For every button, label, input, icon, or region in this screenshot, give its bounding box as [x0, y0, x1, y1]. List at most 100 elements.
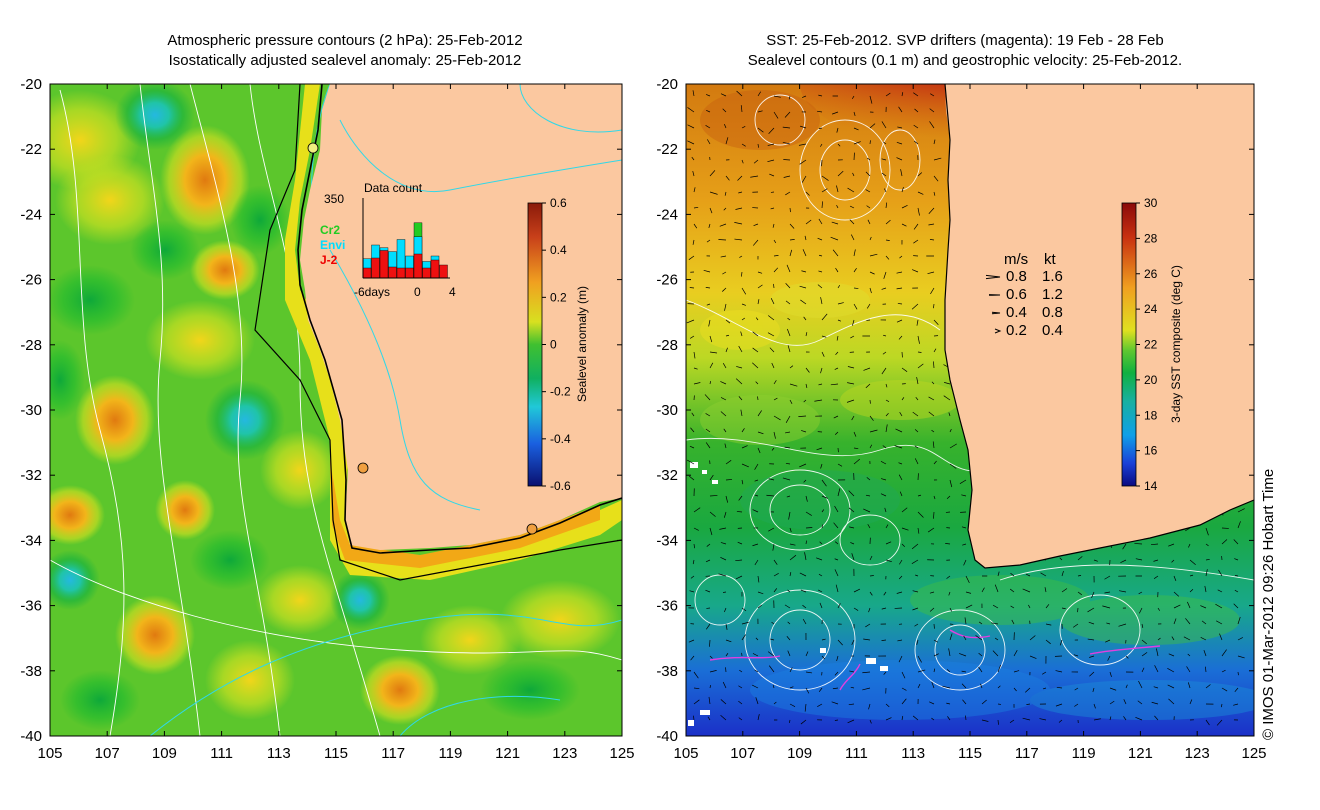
velocity-vector	[1216, 719, 1223, 726]
velocity-vector	[770, 298, 775, 305]
velocity-vector	[964, 617, 967, 625]
velocity-vector	[933, 495, 936, 500]
velocity-vector	[766, 494, 775, 497]
velocity-vector	[849, 205, 855, 209]
velocity-vector	[801, 95, 807, 98]
velocity-vector	[789, 703, 796, 707]
inset-ymax-label: 350	[324, 192, 344, 206]
velocity-vector	[928, 396, 935, 401]
bar-j2	[422, 267, 431, 279]
velocity-vector	[805, 383, 808, 389]
velocity-vector	[1061, 570, 1064, 577]
bar-j2	[362, 267, 372, 279]
velocity-vector	[1168, 543, 1175, 547]
velocity-vector	[821, 351, 825, 357]
velocity-vector	[1102, 605, 1111, 609]
velocity-vector	[820, 143, 823, 147]
velocity-vector	[705, 287, 711, 289]
velocity-vector	[943, 395, 951, 401]
velocity-vector	[913, 92, 919, 97]
velocity-vector	[1185, 527, 1191, 532]
velocity-vector	[1237, 521, 1241, 529]
velocity-vector	[1122, 543, 1127, 550]
velocity-vector	[880, 460, 887, 465]
velocity-vector	[741, 445, 748, 449]
velocity-vector	[869, 415, 874, 421]
coastal-anomaly-band	[285, 84, 622, 580]
velocity-vector	[865, 623, 871, 628]
velocity-vector	[898, 335, 903, 340]
velocity-vector	[880, 493, 887, 497]
velocity-vector	[773, 239, 777, 244]
velocity-vector	[693, 351, 696, 359]
velocity-vector	[997, 719, 999, 725]
bar-j2	[388, 266, 397, 279]
velocity-vector	[1205, 558, 1210, 561]
velocity-vector	[865, 383, 871, 389]
velocity-vector	[724, 303, 727, 311]
velocity-vector	[1109, 671, 1112, 677]
velocity-vector	[948, 648, 951, 657]
velocity-vector	[818, 218, 823, 225]
velocity-vector	[865, 494, 871, 497]
velocity-vector	[724, 124, 727, 129]
velocity-vector	[869, 719, 872, 724]
velocity-vector	[1189, 559, 1196, 566]
velocity-vector	[1077, 575, 1082, 577]
velocity-vector	[741, 479, 744, 485]
velocity-vector	[804, 552, 807, 561]
velocity-vector	[820, 297, 823, 305]
velocity-vector	[772, 684, 775, 689]
velocity-vector	[853, 588, 861, 593]
velocity-vector	[965, 591, 972, 594]
velocity-vector	[848, 703, 855, 706]
velocity-vector	[692, 90, 695, 97]
velocity-vector	[709, 380, 711, 385]
velocity-vector	[1205, 543, 1209, 547]
velocity-vector	[767, 143, 775, 146]
tide-gauge-marker	[307, 142, 319, 154]
velocity-vector	[1219, 633, 1223, 641]
velocity-vector	[914, 140, 919, 145]
lat-tick-label: -22	[20, 141, 42, 158]
velocity-vector	[1022, 588, 1031, 593]
colorbar-tick-label: -0.2	[550, 385, 571, 399]
velocity-vector	[692, 239, 695, 245]
lat-tick-label: -32	[20, 467, 42, 484]
lat-tick-label: -22	[656, 141, 678, 158]
velocity-vector	[899, 559, 903, 565]
velocity-vector	[799, 572, 807, 577]
velocity-vector	[770, 207, 775, 210]
velocity-vector	[741, 126, 746, 129]
velocity-vector	[693, 527, 699, 531]
velocity-vector	[1216, 620, 1223, 625]
velocity-vector	[869, 287, 872, 294]
lon-tick-label: 121	[1128, 745, 1153, 762]
velocity-vector	[933, 175, 939, 182]
velocity-vector	[787, 650, 791, 657]
velocity-vector	[818, 127, 823, 129]
lat-tick-label: -36	[20, 598, 42, 615]
velocity-vector	[896, 141, 903, 145]
velocity-vector	[945, 543, 951, 545]
velocity-vector	[917, 191, 924, 195]
velocity-vector	[913, 124, 919, 129]
velocity-vector	[997, 664, 1002, 673]
shelf-edge-line	[254, 84, 622, 581]
velocity-vector	[929, 607, 935, 612]
velocity-vector	[754, 479, 759, 482]
left-colorbar: 0.6 0.4 0.2 0 -0.2 -0.4 -0.6 Sealevel anomaly …	[527, 196, 589, 493]
velocity-vector	[901, 92, 904, 97]
velocity-vector	[830, 383, 839, 386]
velocity-vector	[849, 219, 855, 225]
velocity-vector	[883, 671, 887, 675]
velocity-vector	[1157, 607, 1160, 611]
velocity-vector	[881, 172, 887, 177]
geostrophic-velocity-vectors	[686, 90, 1245, 726]
velocity-vector	[720, 556, 727, 561]
velocity-vector	[899, 491, 903, 497]
velocity-vector	[1013, 670, 1020, 673]
velocity-vector	[720, 714, 727, 721]
velocity-vector	[757, 714, 760, 721]
velocity-vector	[965, 604, 973, 609]
